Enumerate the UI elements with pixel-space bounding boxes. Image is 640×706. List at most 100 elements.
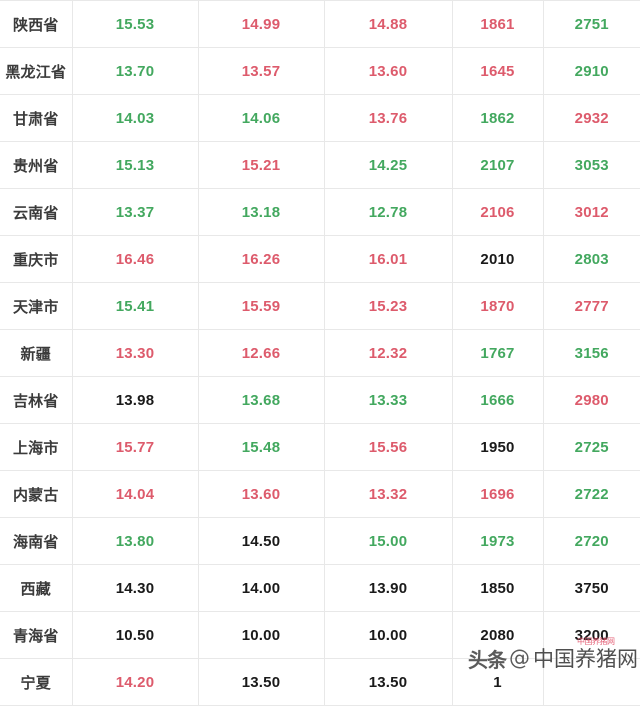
province-name-cell: 上海市 — [0, 423, 73, 471]
value-cell-v1: 14.20 — [72, 658, 199, 706]
value-cell-v1: 15.13 — [72, 141, 199, 189]
value-cell-v4: 1645 — [452, 47, 544, 95]
province-name-cell: 黑龙江省 — [0, 47, 73, 95]
province-name-cell: 宁夏 — [0, 658, 73, 706]
province-name-cell: 天津市 — [0, 282, 73, 330]
value-cell-v1: 13.70 — [72, 47, 199, 95]
table-row[interactable]: 重庆市 16.46 16.26 16.01 2010 2803 — [0, 235, 640, 283]
value-cell-v3: 14.25 — [324, 141, 453, 189]
value-cell-v4: 1850 — [452, 564, 544, 612]
value-cell-v3: 15.56 — [324, 423, 453, 471]
value-cell-v2: 13.57 — [198, 47, 325, 95]
value-cell-v2: 14.50 — [198, 517, 325, 565]
value-cell-v4: 1870 — [452, 282, 544, 330]
value-cell-v5: 3200 — [543, 611, 640, 659]
province-name-cell: 甘肃省 — [0, 94, 73, 142]
value-cell-v2: 13.50 — [198, 658, 325, 706]
value-cell-v3: 12.78 — [324, 188, 453, 236]
value-cell-v3: 13.60 — [324, 47, 453, 95]
value-cell-v5: 2980 — [543, 376, 640, 424]
table-row[interactable]: 陕西省 15.53 14.99 14.88 1861 2751 — [0, 0, 640, 48]
value-cell-v4: 1862 — [452, 94, 544, 142]
value-cell-v5: 3156 — [543, 329, 640, 377]
value-cell-v3: 10.00 — [324, 611, 453, 659]
value-cell-v4: 1666 — [452, 376, 544, 424]
value-cell-v5 — [543, 658, 640, 706]
value-cell-v5: 2777 — [543, 282, 640, 330]
table-row[interactable]: 西藏 14.30 14.00 13.90 1850 3750 — [0, 564, 640, 612]
value-cell-v5: 3012 — [543, 188, 640, 236]
province-name-cell: 西藏 — [0, 564, 73, 612]
value-cell-v2: 10.00 — [198, 611, 325, 659]
value-cell-v5: 2751 — [543, 0, 640, 48]
value-cell-v1: 15.53 — [72, 0, 199, 48]
table-row[interactable]: 宁夏 14.20 13.50 13.50 1 — [0, 658, 640, 706]
table-row[interactable]: 黑龙江省 13.70 13.57 13.60 1645 2910 — [0, 47, 640, 95]
value-cell-v1: 15.41 — [72, 282, 199, 330]
province-name-cell: 重庆市 — [0, 235, 73, 283]
value-cell-v4: 1861 — [452, 0, 544, 48]
table-row[interactable]: 海南省 13.80 14.50 15.00 1973 2720 — [0, 517, 640, 565]
province-name-cell: 青海省 — [0, 611, 73, 659]
value-cell-v2: 14.00 — [198, 564, 325, 612]
value-cell-v1: 13.30 — [72, 329, 199, 377]
table-row[interactable]: 甘肃省 14.03 14.06 13.76 1862 2932 — [0, 94, 640, 142]
province-name-cell: 内蒙古 — [0, 470, 73, 518]
province-name-cell: 吉林省 — [0, 376, 73, 424]
value-cell-v5: 2725 — [543, 423, 640, 471]
value-cell-v4: 1767 — [452, 329, 544, 377]
province-name-cell: 新疆 — [0, 329, 73, 377]
value-cell-v3: 15.00 — [324, 517, 453, 565]
value-cell-v2: 15.48 — [198, 423, 325, 471]
value-cell-v1: 10.50 — [72, 611, 199, 659]
value-cell-v5: 3053 — [543, 141, 640, 189]
table-row[interactable]: 青海省 10.50 10.00 10.00 2080 3200 — [0, 611, 640, 659]
value-cell-v4: 2107 — [452, 141, 544, 189]
value-cell-v3: 13.32 — [324, 470, 453, 518]
table-row[interactable]: 内蒙古 14.04 13.60 13.32 1696 2722 — [0, 470, 640, 518]
value-cell-v3: 13.50 — [324, 658, 453, 706]
table-row[interactable]: 云南省 13.37 13.18 12.78 2106 3012 — [0, 188, 640, 236]
table-row[interactable]: 上海市 15.77 15.48 15.56 1950 2725 — [0, 423, 640, 471]
value-cell-v3: 14.88 — [324, 0, 453, 48]
value-cell-v1: 14.03 — [72, 94, 199, 142]
province-name-cell: 陕西省 — [0, 0, 73, 48]
value-cell-v1: 14.30 — [72, 564, 199, 612]
value-cell-v4: 2080 — [452, 611, 544, 659]
value-cell-v1: 15.77 — [72, 423, 199, 471]
value-cell-v2: 13.18 — [198, 188, 325, 236]
value-cell-v2: 16.26 — [198, 235, 325, 283]
table-row[interactable]: 吉林省 13.98 13.68 13.33 1666 2980 — [0, 376, 640, 424]
table-row[interactable]: 新疆 13.30 12.66 12.32 1767 3156 — [0, 329, 640, 377]
value-cell-v3: 15.23 — [324, 282, 453, 330]
value-cell-v2: 14.06 — [198, 94, 325, 142]
value-cell-v4: 2106 — [452, 188, 544, 236]
value-cell-v1: 13.37 — [72, 188, 199, 236]
value-cell-v4: 1950 — [452, 423, 544, 471]
value-cell-v5: 2722 — [543, 470, 640, 518]
value-cell-v3: 13.90 — [324, 564, 453, 612]
value-cell-v5: 2720 — [543, 517, 640, 565]
value-cell-v1: 13.98 — [72, 376, 199, 424]
value-cell-v1: 13.80 — [72, 517, 199, 565]
table-row[interactable]: 天津市 15.41 15.59 15.23 1870 2777 — [0, 282, 640, 330]
value-cell-v5: 3750 — [543, 564, 640, 612]
table-row[interactable]: 贵州省 15.13 15.21 14.25 2107 3053 — [0, 141, 640, 189]
value-cell-v2: 13.60 — [198, 470, 325, 518]
value-cell-v2: 12.66 — [198, 329, 325, 377]
value-cell-v4: 1696 — [452, 470, 544, 518]
value-cell-v3: 13.33 — [324, 376, 453, 424]
value-cell-v1: 16.46 — [72, 235, 199, 283]
province-name-cell: 海南省 — [0, 517, 73, 565]
value-cell-v4: 2010 — [452, 235, 544, 283]
value-cell-v3: 13.76 — [324, 94, 453, 142]
value-cell-v2: 15.21 — [198, 141, 325, 189]
value-cell-v2: 14.99 — [198, 0, 325, 48]
value-cell-v4: 1 — [452, 658, 544, 706]
value-cell-v2: 15.59 — [198, 282, 325, 330]
value-cell-v4: 1973 — [452, 517, 544, 565]
value-cell-v5: 2803 — [543, 235, 640, 283]
value-cell-v5: 2932 — [543, 94, 640, 142]
